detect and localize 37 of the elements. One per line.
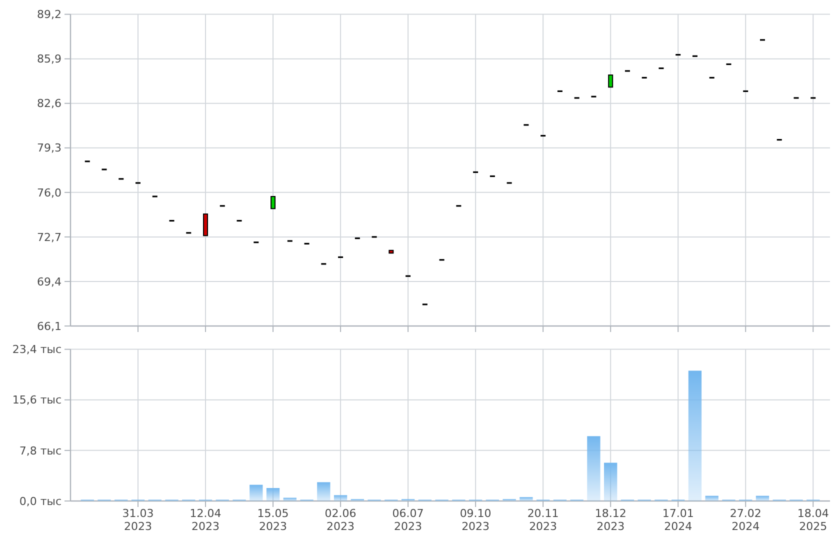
x-tick-label: 31.03 2023 — [122, 507, 154, 533]
y-tick-label: 79,3 — [37, 142, 62, 155]
y-tick-label: 23,4 тыс — [12, 343, 62, 356]
y-tick-label: 0,0 тыс — [19, 494, 62, 508]
bar — [283, 498, 296, 501]
bar — [317, 482, 330, 501]
candlestick — [608, 74, 614, 88]
y-tick-label: 72,7 — [37, 230, 62, 244]
x-tick-label: 18.04 2025 — [797, 507, 829, 533]
bar — [520, 497, 533, 501]
bar — [604, 462, 618, 501]
y-tick-label: 69,4 — [37, 275, 62, 288]
bar — [756, 496, 770, 501]
x-tick-label: 17.01 2024 — [662, 507, 694, 533]
bar — [266, 488, 280, 501]
y-tick-label: 7,8 тыс — [19, 444, 62, 458]
x-tick-label: 02.06 2023 — [324, 507, 356, 533]
y-tick-label: 89,2 — [37, 8, 62, 22]
x-tick-label: 18.12 2023 — [594, 507, 626, 533]
x-tick-label: 06.07 2023 — [392, 507, 424, 533]
x-tick-label: 20.11 2023 — [527, 507, 559, 533]
x-tick-label: 27.02 2024 — [730, 507, 762, 533]
candlestick — [270, 196, 276, 210]
bar — [705, 496, 718, 501]
bar — [250, 484, 263, 501]
y-tick-label: 82,6 — [37, 97, 62, 110]
bar — [334, 495, 348, 501]
x-tick-label: 12.04 2023 — [190, 507, 222, 533]
x-tick-label: 09.10 2023 — [460, 507, 492, 533]
y-tick-label: 76,0 — [37, 186, 62, 200]
y-tick-label: 15,6 тыс — [12, 394, 62, 407]
x-tick-label: 15.05 2023 — [257, 507, 289, 533]
y-tick-label: 85,9 — [37, 52, 62, 66]
candlestick — [203, 214, 208, 236]
y-tick-label: 66,1 — [37, 320, 62, 333]
bar — [587, 436, 600, 501]
bar — [688, 370, 702, 501]
